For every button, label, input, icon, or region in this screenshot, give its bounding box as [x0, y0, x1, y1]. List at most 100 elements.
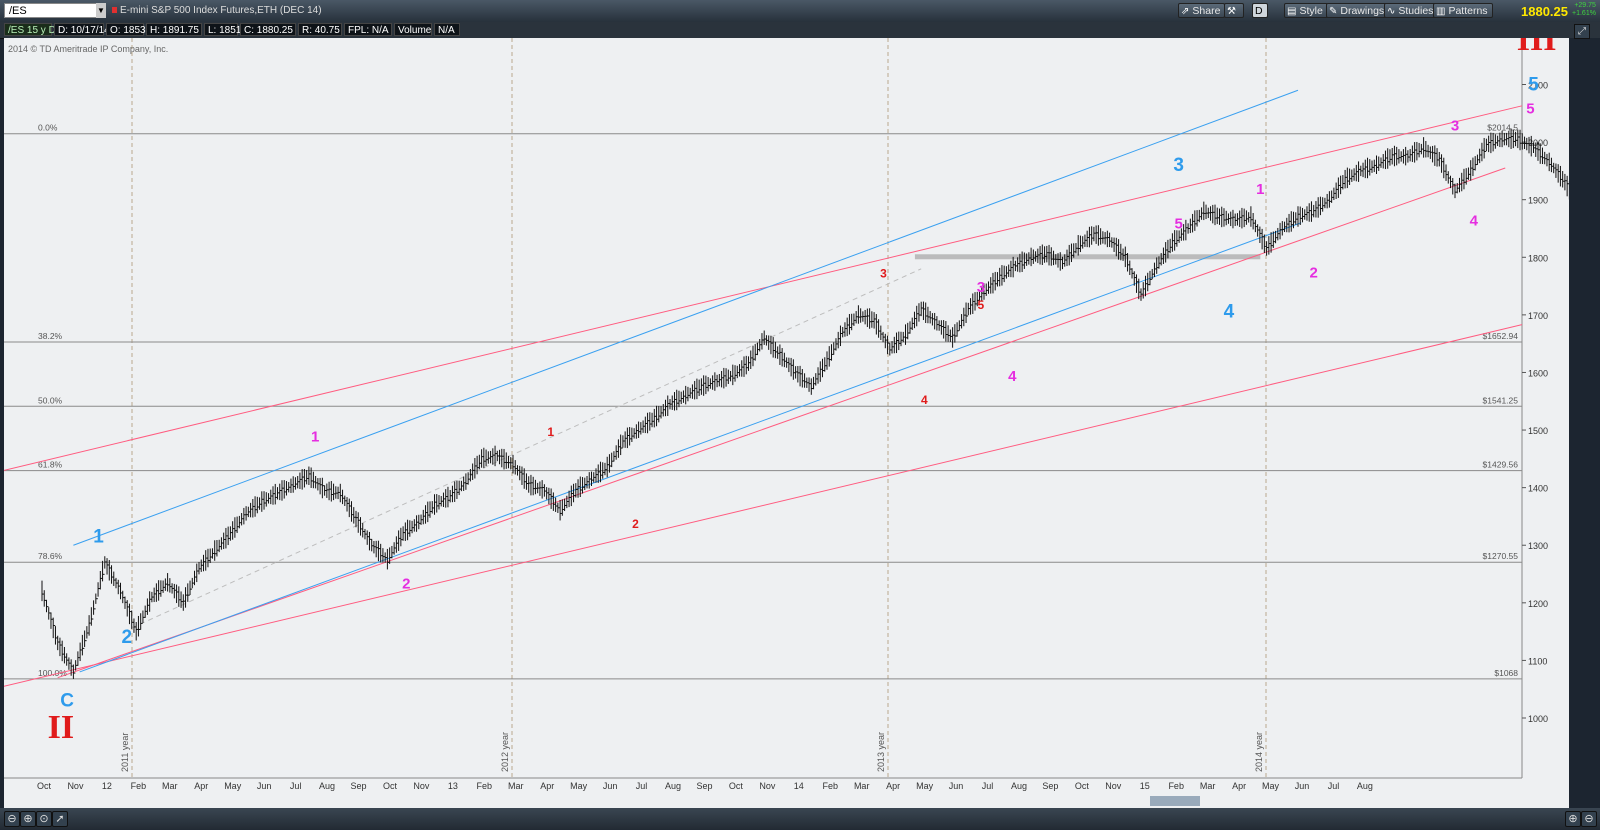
- zoom-in-icon[interactable]: ⊕: [20, 811, 36, 827]
- x-tick-label: Aug: [1357, 781, 1373, 791]
- wave-label: III: [1517, 38, 1557, 58]
- year-label: 2013 year: [876, 732, 886, 772]
- drawings-button[interactable]: ✎ Drawings: [1326, 3, 1390, 18]
- y-tick-label: 1200: [1528, 599, 1548, 609]
- x-tick-label: Sep: [350, 781, 366, 791]
- share-button[interactable]: ⇗ Share: [1178, 3, 1226, 18]
- x-tick-label: May: [1262, 781, 1280, 791]
- flag-icon: [112, 7, 117, 13]
- range-field: R: 40.75: [298, 23, 342, 36]
- date-field: D: 10/17/14: [54, 23, 110, 36]
- reset-zoom-icon[interactable]: ⊙: [36, 811, 52, 827]
- share-icon: ⇗: [1181, 6, 1190, 17]
- y-tick-label: 1900: [1528, 196, 1548, 206]
- wave-label: 2: [632, 517, 639, 531]
- wave-label: 4: [1470, 213, 1479, 230]
- bottom-toolbar: ⊖ ⊕ ⊙ ➚ ⊕ ⊖: [0, 808, 1600, 830]
- y-tick-label: 1600: [1528, 368, 1548, 378]
- fib-pct-label: 50.0%: [38, 395, 63, 405]
- fib-price-label: $2014.5: [1487, 123, 1518, 133]
- x-tick-label: Nov: [759, 781, 776, 791]
- x-tick-label: Sep: [1042, 781, 1058, 791]
- change-pct: +1.61%: [1572, 10, 1596, 17]
- fpl-field: FPL: N/A: [344, 23, 392, 36]
- volume-label: Volume: [394, 23, 432, 36]
- instrument-name: E-mini S&P 500 Index Futures,ETH (DEC 14…: [120, 5, 322, 16]
- scroll-right-icon[interactable]: ⊖: [1581, 811, 1597, 827]
- x-tick-label: Sep: [696, 781, 712, 791]
- wave-label: 4: [1224, 302, 1235, 323]
- x-tick-label: 12: [102, 781, 112, 791]
- symbol-dropdown-icon[interactable]: ▼: [96, 3, 106, 18]
- x-tick-label: Mar: [162, 781, 178, 791]
- wave-label: II: [48, 709, 74, 746]
- aggregation-button[interactable]: D: [1252, 3, 1268, 18]
- wave-label: 3: [880, 266, 887, 280]
- channel-blue-upper: [73, 89, 1299, 546]
- fib-pct-label: 38.2%: [38, 331, 63, 341]
- x-tick-label: Feb: [822, 781, 838, 791]
- zoom-out-icon[interactable]: ⊖: [4, 811, 20, 827]
- wave-label: 5: [978, 298, 985, 312]
- last-price: 1880.25: [1521, 4, 1568, 19]
- x-tick-label: Jul: [1328, 781, 1340, 791]
- x-tick-label: Apr: [1232, 781, 1246, 791]
- channel-blue-lower: [79, 222, 1302, 673]
- wrench-icon: ⚒: [1227, 6, 1236, 17]
- fib-price-label: $1429.56: [1483, 460, 1519, 470]
- wave-label: 2: [1310, 264, 1318, 281]
- x-tick-label: May: [916, 781, 934, 791]
- studies-icon: ∿: [1387, 6, 1396, 17]
- x-tick-label: Apr: [194, 781, 208, 791]
- x-tick-label: Jun: [257, 781, 272, 791]
- volume-value: N/A: [434, 23, 460, 36]
- price-chart[interactable]: 1000 1100 1200 1300 1400 1500 1600 1700 1800 1900…: [3, 21, 1600, 808]
- y-tick-label: 1000: [1528, 714, 1548, 724]
- year-label: 2014 year: [1254, 732, 1264, 772]
- settings-button[interactable]: ⚒: [1224, 3, 1244, 18]
- style-button[interactable]: ▤ Style: [1284, 3, 1328, 18]
- x-tick-label: 15: [1140, 781, 1150, 791]
- right-scroll-strip: [1569, 38, 1600, 830]
- style-label: Style: [1299, 5, 1323, 17]
- x-tick-label: Jul: [982, 781, 994, 791]
- plot-background: [4, 38, 1569, 808]
- x-tick-label: Jun: [1295, 781, 1310, 791]
- scroll-left-icon[interactable]: ⊕: [1565, 811, 1581, 827]
- top-toolbar: /ES ▼ E-mini S&P 500 Index Futures,ETH (…: [0, 0, 1600, 23]
- fib-price-label: $1541.25: [1483, 395, 1519, 405]
- pointer-icon[interactable]: ➚: [52, 811, 68, 827]
- aggregation-label: D: [1255, 5, 1263, 17]
- fib-price-label: $1270.55: [1483, 551, 1519, 561]
- wave-label: 3: [977, 279, 985, 296]
- fib-price-label: $1652.94: [1483, 331, 1519, 341]
- drawings-label: Drawings: [1340, 5, 1385, 17]
- dashed-trendline: [123, 268, 922, 633]
- x-tick-label: Nov: [67, 781, 84, 791]
- time-scrollbar-thumb[interactable]: [1150, 796, 1200, 806]
- patterns-icon: ▥: [1436, 6, 1446, 17]
- y-tick-label: 2100: [1528, 81, 1548, 91]
- studies-button[interactable]: ∿ Studies: [1384, 3, 1439, 18]
- x-tick-label: Nov: [413, 781, 430, 791]
- wave-label: 1: [311, 429, 319, 446]
- symbol-input[interactable]: /ES: [4, 3, 104, 18]
- channel-pink-lower: [3, 324, 1523, 687]
- info-bar: /ES 15 y D D: 10/17/14 O: 1853 H: 1891.7…: [0, 22, 1600, 39]
- fib-pct-label: 78.6%: [38, 551, 63, 561]
- support-zone: [914, 254, 1261, 260]
- wave-label: 4: [921, 393, 928, 407]
- x-tick-label: Jul: [636, 781, 648, 791]
- wave-label: 2: [121, 627, 132, 648]
- patterns-label: Patterns: [1448, 5, 1488, 17]
- x-tick-label: Aug: [665, 781, 681, 791]
- chart-area[interactable]: 1000 1100 1200 1300 1400 1500 1600 1700 1800 1900…: [3, 21, 1600, 808]
- x-tick-label: Oct: [1075, 781, 1090, 791]
- x-tick-label: May: [224, 781, 242, 791]
- x-tick-label: Jul: [290, 781, 302, 791]
- year-label: 2012 year: [500, 732, 510, 772]
- y-tick-label: 1100: [1528, 656, 1547, 666]
- patterns-button[interactable]: ▥ Patterns: [1433, 3, 1493, 18]
- x-tick-label: Feb: [1168, 781, 1184, 791]
- expand-chart-icon[interactable]: ⤢: [1574, 24, 1590, 39]
